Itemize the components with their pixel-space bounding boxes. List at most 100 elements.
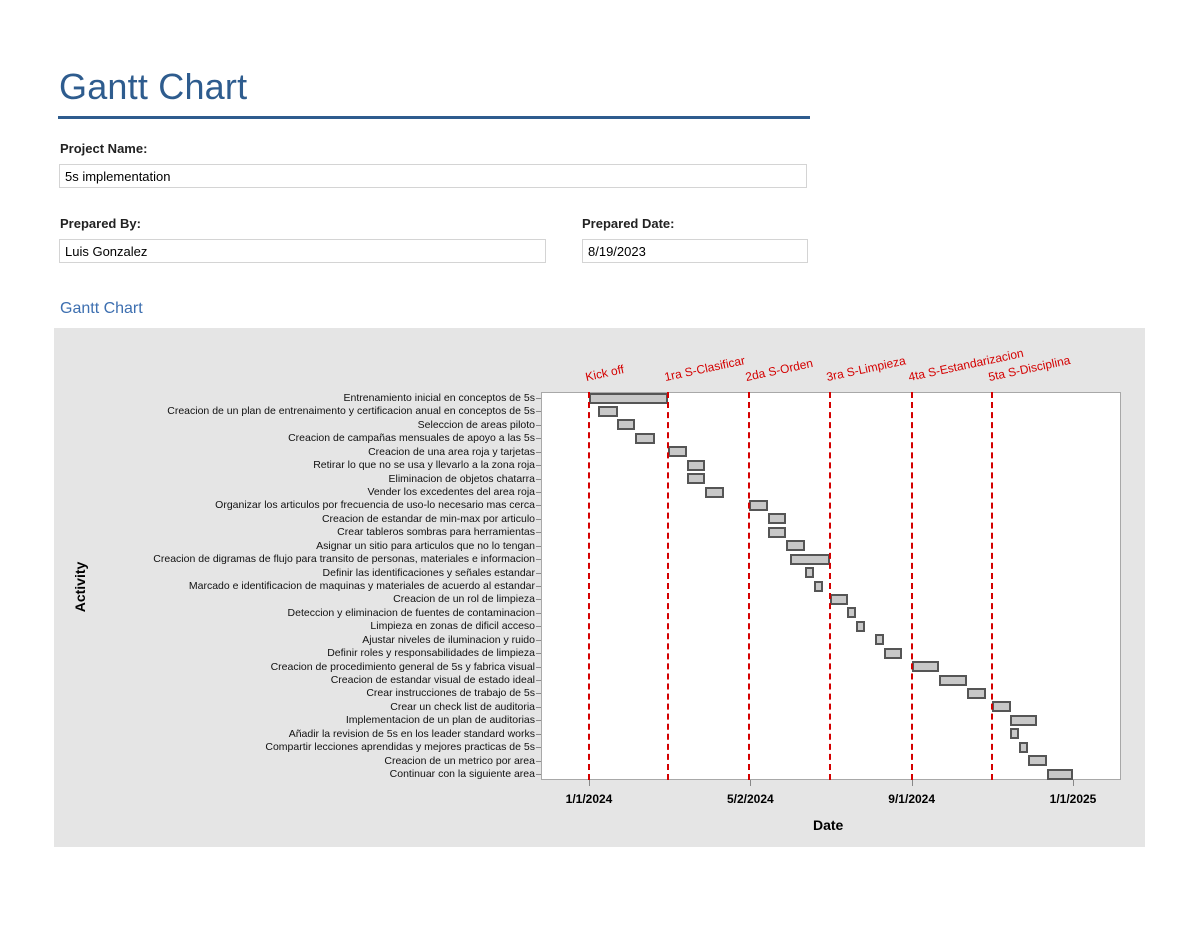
task-bar[interactable] [767,526,787,538]
activity-label: Creacion de un rol de limpieza [393,593,535,606]
x-tick-label: 5/2/2024 [726,792,774,806]
activity-label: Ajustar niveles de iluminacion y ruido [362,633,535,646]
task-bar[interactable] [686,459,706,471]
activity-label: Crear tableros sombras para herramientas [337,526,535,539]
x-tick [750,780,752,786]
prepared-date-field[interactable]: 8/19/2023 [582,239,808,263]
prepared-by-field[interactable]: Luis Gonzalez [59,239,546,263]
y-tick [536,532,541,533]
page-title: Gantt Chart [59,66,248,107]
task-bar[interactable] [813,580,824,592]
y-tick [536,626,541,627]
y-tick [536,425,541,426]
task-bar[interactable] [1009,728,1019,740]
activity-label: Asignar un sitio para articulos que no l… [316,539,535,552]
task-bar[interactable] [786,540,805,552]
title-rule [58,116,810,119]
y-tick [536,693,541,694]
activity-label: Creacion de estandar visual de estado id… [330,674,535,686]
activity-label: Crear instrucciones de trabajo de 5s [366,687,535,700]
x-tick-label: 1/1/2025 [1049,792,1097,806]
activity-label: Creacion de un metrico por area [384,754,535,767]
x-tick [911,780,913,786]
task-bar[interactable] [749,499,768,511]
task-bar[interactable] [939,674,968,686]
task-bar[interactable] [705,486,724,498]
task-bar[interactable] [790,553,830,565]
y-tick [536,747,541,748]
task-bar[interactable] [1028,755,1047,767]
activity-label: Deteccion y eliminacion de fuentes de co… [287,606,535,619]
task-bar[interactable] [883,647,903,659]
task-bar[interactable] [1009,714,1038,726]
activity-label: Creacion de una area roja y tarjetas [368,445,535,458]
task-bar[interactable] [874,634,884,646]
prepared-date-label: Prepared Date: [582,216,675,231]
y-tick [536,573,541,574]
task-bar[interactable] [616,419,636,431]
task-bar[interactable] [967,687,986,699]
task-bar[interactable] [992,701,1011,713]
activity-label: Definir roles y responsabilidades de lim… [327,647,535,660]
task-bar[interactable] [1018,741,1029,753]
milestone-line [828,392,831,780]
y-axis-title: Activity [72,561,88,613]
prepared-by-label: Prepared By: [60,216,141,231]
y-tick [536,734,541,735]
activity-label: Creacion de campañas mensuales de apoyo … [288,432,535,445]
y-tick [536,680,541,681]
y-tick [536,761,541,762]
project-name-label: Project Name: [60,141,148,156]
x-tick [1073,780,1074,786]
task-bar[interactable] [589,392,669,404]
activity-label: Compartir lecciones aprendidas y mejores… [265,741,535,754]
y-tick [536,599,541,600]
activity-label: Organizar los articulos por frecuencia d… [215,499,535,512]
y-tick [536,613,541,614]
task-bar[interactable] [846,607,857,619]
project-name-field[interactable]: 5s implementation [59,164,807,188]
task-bar[interactable] [911,661,940,673]
milestone-line [748,392,750,780]
task-bar[interactable] [668,446,687,458]
y-tick [536,519,541,520]
activity-label: Eliminacion de objetos chatarra [388,472,536,485]
y-tick [536,465,541,466]
x-tick-label: 1/1/2024 [565,792,613,806]
task-bar[interactable] [767,513,787,525]
y-tick [536,667,541,668]
task-bar[interactable] [829,593,849,605]
task-bar[interactable] [686,473,706,485]
activity-label: Crear un check list de auditoria [390,700,535,713]
activity-label: Entrenamiento inicial en conceptos de 5s [343,392,535,404]
milestone-line [910,392,913,780]
activity-label: Creacion de estandar de min-max por arti… [321,512,535,525]
y-tick [536,452,541,453]
activity-label: Implementacion de un plan de auditorias [345,714,535,727]
y-tick [536,438,541,439]
task-bar[interactable] [804,567,814,579]
activity-label: Vender los excedentes del area roja [367,486,535,498]
y-tick [536,398,541,399]
x-tick-label: 9/1/2024 [888,792,936,806]
y-tick [536,505,541,506]
activity-label: Creacion de digramas de flujo para trans… [153,553,535,566]
task-bar[interactable] [598,405,619,417]
task-bar[interactable] [635,432,656,444]
milestone-line [588,392,590,780]
activity-label: Definir las identificaciones y señales e… [322,566,535,579]
activity-label: Creacion de un plan de entrenaimento y c… [167,405,535,418]
y-tick [536,559,541,560]
y-tick [536,720,541,721]
milestone-line [991,392,994,780]
section-title: Gantt Chart [60,300,143,317]
activity-label: Creacion de procedimiento general de 5s … [270,660,535,673]
y-tick [536,411,541,412]
activity-label: Marcado e identificacion de maquinas y m… [188,580,535,592]
y-tick [536,640,541,641]
activity-label: Retirar lo que no se usa y llevarlo a la… [313,459,535,472]
milestone-line [667,392,670,780]
task-bar[interactable] [856,620,866,632]
task-bar[interactable] [1046,768,1073,780]
y-tick [536,479,541,480]
